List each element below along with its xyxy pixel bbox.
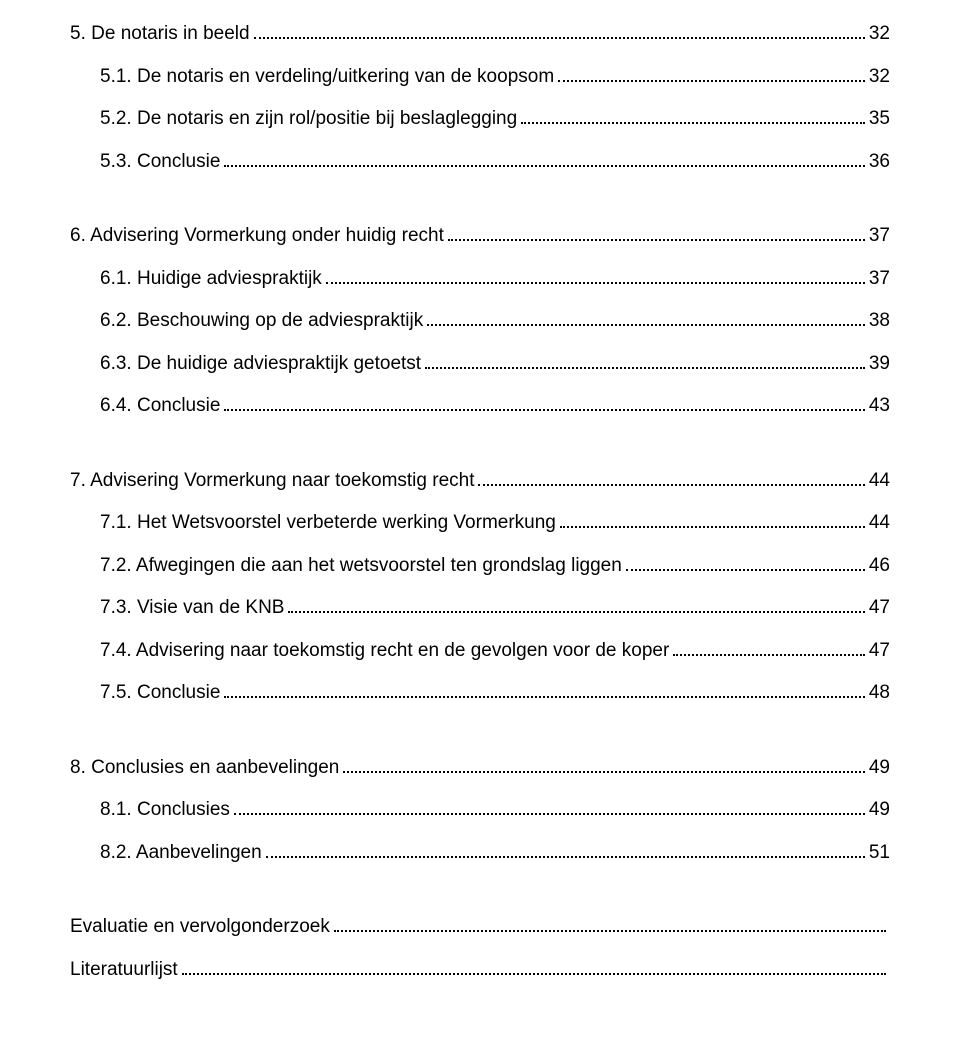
toc-group-gap	[70, 190, 890, 222]
toc-entry-page: 51	[869, 839, 890, 868]
toc-entry-label: 8.2. Aanbevelingen	[100, 839, 262, 868]
toc-dots	[478, 484, 864, 486]
toc-entry-label: 7.3. Visie van de KNB	[100, 594, 284, 623]
toc-entry: 7.3. Visie van de KNB 47	[70, 594, 890, 623]
toc-entry-page: 47	[869, 637, 890, 666]
toc-entry-page: 32	[869, 20, 890, 49]
toc-entry: 7.2. Afwegingen die aan het wetsvoorstel…	[70, 552, 890, 581]
toc-entry-label: 8.1. Conclusies	[100, 796, 230, 825]
toc-entry-label: 5.3. Conclusie	[100, 148, 220, 177]
toc-entry-label: 5.1. De notaris en verdeling/uitkering v…	[100, 63, 554, 92]
toc-entry-label: 7.2. Afwegingen die aan het wetsvoorstel…	[100, 552, 622, 581]
toc-entry: 8. Conclusies en aanbevelingen 49	[70, 754, 890, 783]
toc-entry: 5.2. De notaris en zijn rol/positie bij …	[70, 105, 890, 134]
toc-entry-label: Evaluatie en vervolgonderzoek	[70, 913, 330, 942]
toc-entry: 6.1. Huidige adviespraktijk 37	[70, 265, 890, 294]
toc-dots	[448, 239, 865, 241]
toc-dots	[224, 165, 864, 167]
toc-entry-page: 48	[869, 679, 890, 708]
toc-entry-label: 7.1. Het Wetsvoorstel verbeterde werking…	[100, 509, 556, 538]
toc-dots	[521, 122, 865, 124]
toc-entry: 7.4. Advisering naar toekomstig recht en…	[70, 637, 890, 666]
toc-entry: 6.4. Conclusie 43	[70, 392, 890, 421]
toc-entry: 6.2. Beschouwing op de adviespraktijk 38	[70, 307, 890, 336]
toc-entry-page: 49	[869, 754, 890, 783]
toc-entry: 8.2. Aanbevelingen 51	[70, 839, 890, 868]
toc-entry-page: 38	[869, 307, 890, 336]
toc-dots	[343, 771, 865, 773]
toc-group-gap	[70, 722, 890, 754]
toc-entry: 5.1. De notaris en verdeling/uitkering v…	[70, 63, 890, 92]
toc-entry-label: Literatuurlijst	[70, 956, 178, 985]
toc-entry-label: 7.5. Conclusie	[100, 679, 220, 708]
toc-entry-page: 49	[869, 796, 890, 825]
toc-entry-label: 6.2. Beschouwing op de adviespraktijk	[100, 307, 423, 336]
toc-entry-label: 5.2. De notaris en zijn rol/positie bij …	[100, 105, 517, 134]
toc-dots	[254, 37, 865, 39]
toc-entry: 7.1. Het Wetsvoorstel verbeterde werking…	[70, 509, 890, 538]
toc-dots	[182, 973, 886, 975]
toc-entry-page: 39	[869, 350, 890, 379]
toc-dots	[288, 611, 864, 613]
toc-group-gap	[70, 881, 890, 913]
toc-dots	[673, 654, 865, 656]
toc-entry-page: 35	[869, 105, 890, 134]
toc-entry: Evaluatie en vervolgonderzoek	[70, 913, 890, 942]
toc-dots	[224, 409, 864, 411]
toc-dots	[626, 569, 865, 571]
toc-dots	[326, 282, 865, 284]
toc-entry-page: 32	[869, 63, 890, 92]
toc-entry-page: 46	[869, 552, 890, 581]
toc-dots	[558, 80, 865, 82]
toc-entry: 7. Advisering Vormerkung naar toekomstig…	[70, 467, 890, 496]
toc-entry: Literatuurlijst	[70, 956, 890, 985]
toc-entry-label: 6.3. De huidige adviespraktijk getoetst	[100, 350, 421, 379]
toc-dots	[224, 696, 864, 698]
toc-group-gap	[70, 435, 890, 467]
toc-entry-page: 47	[869, 594, 890, 623]
toc-dots	[425, 367, 865, 369]
toc-entry-page: 44	[869, 509, 890, 538]
toc-entry-label: 6.4. Conclusie	[100, 392, 220, 421]
table-of-contents: 5. De notaris in beeld 32 5.1. De notaris …	[70, 20, 890, 984]
toc-entry-page: 37	[869, 222, 890, 251]
toc-entry-page: 43	[869, 392, 890, 421]
toc-entry: 6.3. De huidige adviespraktijk getoetst 3…	[70, 350, 890, 379]
toc-entry: 5. De notaris in beeld 32	[70, 20, 890, 49]
toc-dots	[560, 526, 865, 528]
toc-entry: 7.5. Conclusie 48	[70, 679, 890, 708]
toc-entry-label: 6. Advisering Vormerkung onder huidig re…	[70, 222, 444, 251]
toc-entry-label: 7.4. Advisering naar toekomstig recht en…	[100, 637, 669, 666]
toc-entry-label: 7. Advisering Vormerkung naar toekomstig…	[70, 467, 474, 496]
toc-entry: 8.1. Conclusies 49	[70, 796, 890, 825]
toc-entry-label: 6.1. Huidige adviespraktijk	[100, 265, 322, 294]
toc-dots	[234, 813, 865, 815]
toc-entry: 5.3. Conclusie 36	[70, 148, 890, 177]
toc-dots	[334, 930, 886, 932]
toc-entry-page: 44	[869, 467, 890, 496]
toc-dots	[427, 324, 865, 326]
toc-entry: 6. Advisering Vormerkung onder huidig re…	[70, 222, 890, 251]
toc-entry-label: 5. De notaris in beeld	[70, 20, 250, 49]
toc-entry-page: 37	[869, 265, 890, 294]
toc-entry-page: 36	[869, 148, 890, 177]
toc-entry-label: 8. Conclusies en aanbevelingen	[70, 754, 339, 783]
toc-dots	[266, 856, 865, 858]
